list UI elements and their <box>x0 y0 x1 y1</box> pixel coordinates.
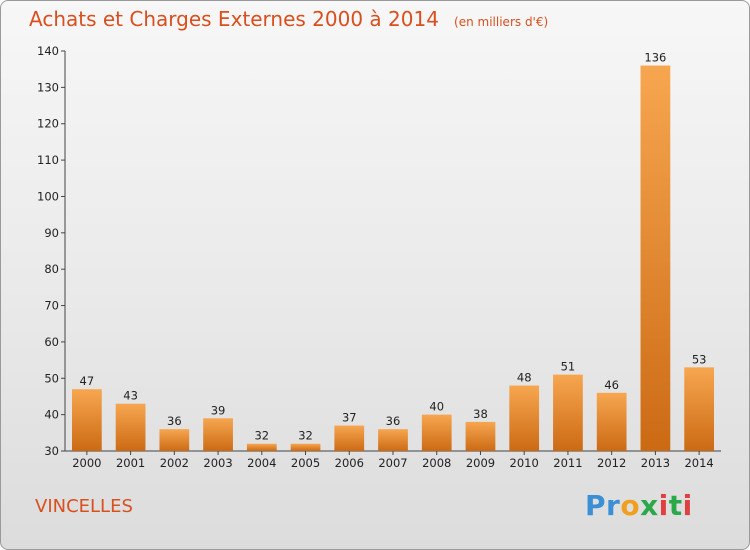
y-tick-label: 100 <box>37 189 59 203</box>
x-tick-label: 2013 <box>641 456 670 470</box>
commune-name: VINCELLES <box>35 496 133 517</box>
chart-title-row: Achats et Charges Externes 2000 à 2014 (… <box>29 7 548 31</box>
y-tick-label: 50 <box>44 371 59 385</box>
bar <box>684 367 715 451</box>
x-tick-label: 2012 <box>597 456 626 470</box>
x-tick-label: 2004 <box>247 456 276 470</box>
y-tick-label: 90 <box>44 226 59 240</box>
bar <box>421 414 452 451</box>
bar-value-label: 37 <box>342 411 357 425</box>
bar <box>203 418 233 451</box>
x-tick-label: 2003 <box>203 456 232 470</box>
logo-letter: P <box>585 489 607 522</box>
bar-value-label: 136 <box>644 51 666 65</box>
bar-value-label: 40 <box>429 400 444 414</box>
bar-value-label: 46 <box>604 378 619 392</box>
chart-unit: (en milliers d'€) <box>454 15 549 29</box>
y-tick-label: 40 <box>44 408 59 422</box>
bar-value-label: 53 <box>692 352 707 366</box>
bar <box>334 425 365 451</box>
y-tick-label: 130 <box>37 80 59 94</box>
bar <box>290 443 321 451</box>
x-tick-label: 2000 <box>72 456 101 470</box>
y-tick-label: 110 <box>37 153 59 167</box>
x-tick-label: 2005 <box>291 456 320 470</box>
x-tick-label: 2001 <box>116 456 145 470</box>
chart-title: Achats et Charges Externes 2000 à 2014 <box>29 7 439 31</box>
bar-value-label: 39 <box>211 403 226 417</box>
x-tick-label: 2008 <box>422 456 451 470</box>
bar-value-label: 43 <box>123 389 138 403</box>
bar <box>71 389 102 451</box>
bar-value-label: 51 <box>561 360 576 374</box>
x-tick-label: 2009 <box>466 456 495 470</box>
bar-value-label: 48 <box>517 371 532 385</box>
bars: 47 43 36 39 32 32 37 36 40 38 48 51 46 136 53 <box>71 51 715 451</box>
bar-value-label: 38 <box>473 407 488 421</box>
logo-letter: i <box>658 489 669 522</box>
logo-letter: r <box>606 489 621 522</box>
bar-value-label: 47 <box>80 374 95 388</box>
x-tick-label: 2002 <box>160 456 189 470</box>
bar <box>378 429 408 451</box>
bar-value-label: 36 <box>386 414 401 428</box>
x-tick-label: 2006 <box>335 456 364 470</box>
y-tick-label: 80 <box>44 262 59 276</box>
bar-value-label: 36 <box>167 414 182 428</box>
y-tick-label: 30 <box>44 444 59 458</box>
bar-value-label: 32 <box>298 429 313 443</box>
proxiti-logo[interactable]: Proxiti <box>585 489 693 522</box>
bar <box>640 65 671 451</box>
logo-letter: o <box>620 489 641 522</box>
y-tick-label: 60 <box>44 335 59 349</box>
bar <box>509 385 540 451</box>
bar <box>115 403 146 451</box>
bar <box>553 374 583 451</box>
logo-letter: x <box>640 489 659 522</box>
y-tick-label: 70 <box>44 299 59 313</box>
x-tick-label: 2007 <box>378 456 407 470</box>
bar <box>159 429 190 451</box>
bar <box>246 443 277 451</box>
x-tick-label: 2011 <box>553 456 582 470</box>
bar <box>465 421 496 451</box>
x-tick-label: 2014 <box>684 456 713 470</box>
bar-value-label: 32 <box>254 429 269 443</box>
x-tick-label: 2010 <box>510 456 539 470</box>
y-tick-label: 120 <box>37 117 59 131</box>
bar <box>596 392 627 451</box>
logo-letter: i <box>682 489 693 522</box>
y-tick-label: 140 <box>37 44 59 58</box>
axes: 30 40 50 60 70 80 90 100 110 120 130 140 2000 2001 200… <box>37 44 721 470</box>
logo-letter: t <box>668 489 683 522</box>
